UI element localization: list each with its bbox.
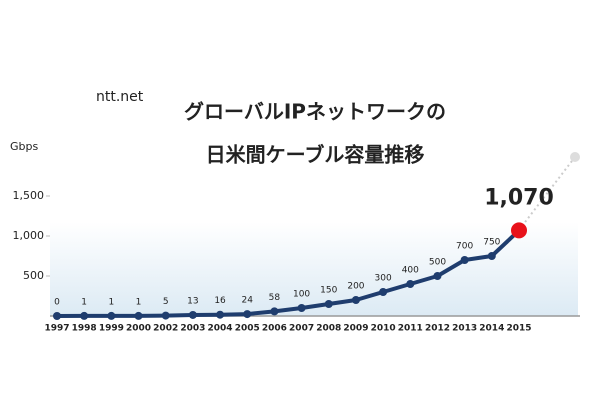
- plot-background: [50, 222, 578, 316]
- x-tick-label: 2000: [126, 324, 151, 334]
- data-point: [487, 252, 496, 260]
- data-label: 58: [269, 293, 281, 303]
- data-label: 13: [187, 296, 198, 306]
- projection-point: [570, 152, 580, 162]
- highlight-point: [511, 222, 527, 239]
- data-label: 1: [136, 297, 142, 307]
- data-label: 1: [108, 297, 114, 307]
- y-tick-label: 1,000: [13, 229, 45, 242]
- x-tick-label: 2009: [343, 324, 368, 334]
- x-tick-label: 2006: [262, 324, 287, 334]
- chart-title: グローバルIPネットワークの: [184, 100, 446, 124]
- data-point: [243, 310, 252, 319]
- data-point: [188, 310, 197, 319]
- data-label: 700: [456, 242, 473, 252]
- x-tick-label: 2010: [371, 324, 396, 334]
- chart-subtitle: 日米間ケーブル容量推移: [206, 143, 425, 167]
- data-point: [460, 256, 469, 264]
- data-point: [351, 296, 360, 304]
- data-label: 100: [293, 290, 310, 300]
- data-label: 400: [402, 266, 419, 276]
- x-tick-label: 1997: [44, 324, 69, 334]
- data-label: 24: [242, 296, 254, 306]
- data-point: [324, 300, 333, 308]
- data-label: 5: [163, 297, 169, 307]
- data-point: [161, 311, 170, 320]
- projection-line: [518, 156, 576, 231]
- series-line: [56, 228, 521, 318]
- data-label: 750: [483, 238, 500, 248]
- x-tick-label: 2008: [316, 324, 341, 334]
- data-label: 1: [81, 297, 87, 307]
- data-point: [216, 310, 225, 319]
- data-label: 200: [347, 282, 364, 292]
- x-tick-label: 1998: [72, 324, 97, 334]
- x-tick-label: 2005: [235, 324, 260, 334]
- data-point: [80, 311, 89, 320]
- data-point: [379, 288, 388, 296]
- data-point: [134, 311, 143, 320]
- data-label: 150: [320, 286, 337, 296]
- data-point: [297, 304, 306, 312]
- data-point: [270, 307, 279, 316]
- data-label: 300: [375, 274, 392, 284]
- x-tick-label: 2007: [289, 324, 314, 334]
- data-label: 0: [54, 298, 60, 308]
- data-point: [406, 280, 415, 288]
- data-label: 500: [429, 258, 446, 268]
- x-tick-label: 2011: [398, 324, 423, 334]
- y-tick-label: 1,500: [13, 189, 45, 202]
- data-point: [433, 272, 442, 280]
- x-tick-label: 2015: [506, 324, 531, 334]
- x-tick-label: 2014: [479, 324, 504, 334]
- data-point: [107, 311, 116, 320]
- logo: ntt.net: [96, 89, 144, 105]
- y-tick-label: 500: [23, 269, 44, 282]
- x-tick-label: 2013: [452, 324, 477, 334]
- data-point: [53, 312, 61, 320]
- x-tick-label: 2002: [153, 324, 178, 334]
- data-label: 16: [214, 296, 226, 306]
- x-tick-label: 2004: [208, 324, 233, 334]
- x-tick-label: 2012: [425, 324, 450, 334]
- y-axis-label: Gbps: [10, 140, 38, 153]
- x-tick-label: 2003: [180, 324, 205, 334]
- highlight-label: 1,070: [484, 185, 554, 210]
- x-tick-label: 1999: [99, 324, 124, 334]
